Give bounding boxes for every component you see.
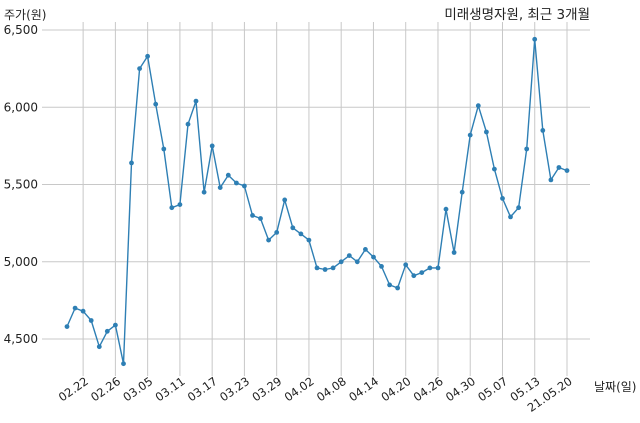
data-point bbox=[80, 308, 86, 314]
x-tick-label: 02.22 bbox=[56, 374, 91, 404]
x-tick-label: 04.08 bbox=[314, 374, 349, 404]
series-line bbox=[66, 38, 568, 365]
data-point bbox=[145, 53, 151, 59]
data-point bbox=[395, 285, 400, 291]
chart-title: 미래생명자원, 최근 3개월 bbox=[444, 7, 590, 23]
x-axis-ticks: 02.2202.2603.0503.1103.1703.2303.2904.02… bbox=[56, 374, 575, 415]
data-point bbox=[330, 265, 336, 271]
data-point bbox=[274, 230, 280, 235]
data-point bbox=[387, 282, 392, 288]
data-point bbox=[371, 254, 376, 260]
data-point bbox=[129, 160, 134, 166]
data-point bbox=[540, 127, 546, 133]
data-point bbox=[217, 185, 223, 191]
data-point bbox=[137, 66, 143, 71]
data-point bbox=[516, 205, 521, 211]
data-point bbox=[64, 324, 70, 329]
data-point bbox=[322, 267, 328, 272]
x-tick-label: 03.11 bbox=[153, 374, 188, 404]
data-point bbox=[548, 177, 554, 183]
data-point bbox=[177, 202, 183, 208]
data-point bbox=[314, 265, 320, 271]
x-axis-label: 날짜(일) bbox=[594, 380, 636, 394]
x-tick-label: 04.14 bbox=[346, 374, 381, 404]
data-point bbox=[524, 146, 530, 152]
data-point bbox=[363, 247, 368, 252]
data-point bbox=[290, 225, 296, 231]
data-point bbox=[282, 197, 288, 203]
data-point bbox=[346, 253, 352, 258]
data-point bbox=[379, 264, 384, 269]
data-point bbox=[250, 213, 255, 218]
data-point bbox=[411, 273, 417, 279]
data-point bbox=[467, 132, 473, 138]
data-point bbox=[72, 305, 78, 311]
data-point bbox=[508, 214, 513, 220]
data-point bbox=[266, 237, 271, 243]
x-tick-label: 03.23 bbox=[217, 374, 252, 404]
data-point bbox=[298, 231, 304, 237]
data-point bbox=[234, 180, 239, 186]
data-point bbox=[419, 270, 425, 275]
data-point bbox=[121, 361, 126, 367]
data-point bbox=[169, 205, 175, 211]
data-point bbox=[556, 165, 562, 170]
data-point bbox=[185, 121, 191, 127]
data-point bbox=[427, 265, 433, 271]
series-group bbox=[64, 36, 570, 367]
x-tick-label: 03.05 bbox=[120, 374, 155, 404]
y-tick-label: 6,000 bbox=[4, 100, 38, 114]
x-tick-label: 04.02 bbox=[282, 374, 317, 404]
data-point bbox=[459, 189, 465, 195]
data-point bbox=[209, 143, 215, 149]
x-tick-label: 04.26 bbox=[411, 374, 446, 404]
y-tick-label: 6,500 bbox=[4, 23, 38, 37]
y-tick-label: 4,500 bbox=[4, 332, 38, 346]
x-tick-label: 05.07 bbox=[475, 374, 510, 404]
data-point bbox=[201, 189, 207, 195]
data-point bbox=[104, 328, 110, 334]
data-point bbox=[403, 262, 409, 268]
y-axis-label: 주가(원) bbox=[4, 8, 46, 22]
x-tick-label: 02.26 bbox=[88, 374, 123, 404]
data-point bbox=[435, 265, 441, 271]
x-tick-label: 03.29 bbox=[249, 374, 284, 404]
data-point bbox=[225, 172, 231, 178]
x-tick-label: 04.30 bbox=[443, 374, 478, 404]
gridlines bbox=[42, 22, 590, 376]
data-point bbox=[492, 166, 497, 172]
y-tick-label: 5,500 bbox=[4, 178, 38, 192]
data-point bbox=[500, 196, 505, 201]
data-point bbox=[242, 183, 247, 189]
data-point bbox=[443, 206, 449, 212]
data-point bbox=[475, 103, 481, 109]
data-point bbox=[258, 216, 263, 221]
data-point bbox=[161, 146, 167, 152]
data-point bbox=[338, 259, 344, 265]
data-point bbox=[88, 318, 94, 323]
data-point bbox=[96, 344, 102, 350]
x-tick-label: 04.20 bbox=[378, 374, 413, 404]
data-point bbox=[484, 129, 489, 135]
y-tick-label: 5,000 bbox=[4, 255, 38, 269]
data-point bbox=[451, 250, 457, 255]
data-point bbox=[564, 168, 570, 174]
x-tick-label: 03.17 bbox=[185, 374, 220, 404]
data-point bbox=[532, 36, 538, 42]
data-point bbox=[354, 259, 360, 265]
y-axis-ticks: 4,500 5,000 5,500 6,000 6,500 bbox=[4, 23, 38, 346]
data-point bbox=[193, 98, 199, 104]
data-point bbox=[113, 322, 118, 328]
data-point bbox=[306, 237, 312, 243]
data-point bbox=[153, 101, 159, 107]
